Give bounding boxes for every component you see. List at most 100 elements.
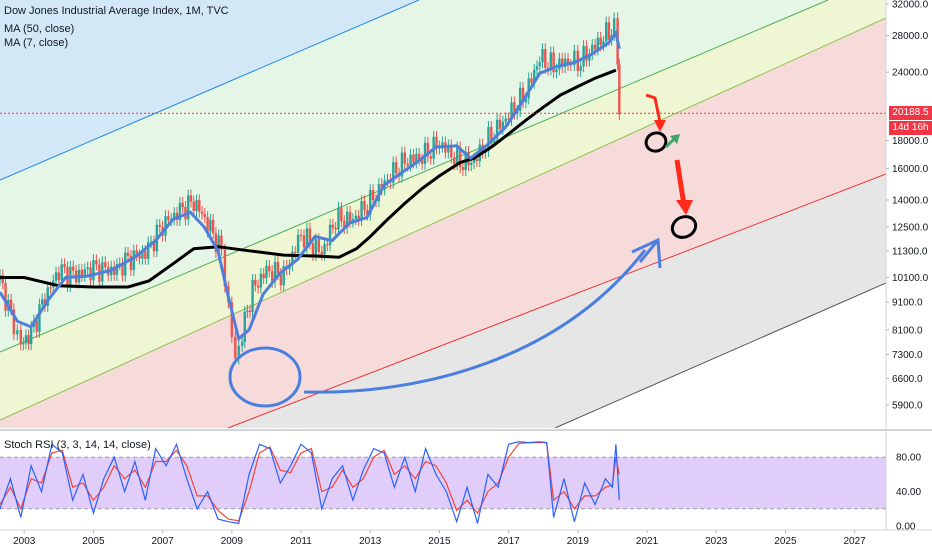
price-axis-label: 24000.0 [892, 68, 929, 79]
annotations [228, 93, 698, 408]
candle [552, 46, 555, 79]
candle [234, 331, 237, 365]
candle [203, 208, 207, 224]
candle [187, 189, 190, 226]
price-axis-label: 16000.0 [892, 164, 929, 175]
candle [328, 218, 332, 252]
ma7-line [0, 29, 621, 342]
candle [178, 196, 182, 227]
time-axis-label: 2023 [705, 536, 728, 547]
candle [195, 194, 198, 217]
candle [95, 254, 98, 271]
candle [27, 329, 30, 351]
candle [561, 52, 564, 74]
time-axis[interactable]: 2003 2005 2007 2009 2011 2013 2015 2017 2019 2021… [13, 530, 866, 547]
candle [461, 161, 465, 177]
candle [214, 227, 218, 258]
candle [331, 218, 335, 234]
price-axis-label: 18000.0 [892, 136, 929, 147]
annotation-red-arrowhead-large [676, 200, 693, 215]
time-axis-label: 2019 [567, 536, 590, 547]
candle [337, 201, 340, 236]
candle [132, 244, 135, 277]
candle [115, 258, 119, 281]
candle [357, 209, 360, 226]
candle [129, 249, 133, 277]
candle [57, 266, 61, 287]
candle [588, 48, 591, 67]
candle [343, 215, 346, 234]
annotation-blue-arc [303, 249, 647, 394]
candle [158, 219, 161, 233]
symbol-title: Dow Jones Industrial Average Index, 1M, … [4, 5, 229, 17]
price-axis-label: 5900.0 [892, 400, 923, 411]
candle [54, 266, 58, 287]
candle [363, 195, 366, 217]
candle [441, 136, 444, 153]
candle [296, 229, 300, 259]
price-axis-label: 9100.0 [892, 298, 923, 309]
candle [582, 40, 585, 73]
time-axis-label: 2017 [497, 536, 520, 547]
candle [19, 324, 22, 351]
time-axis-label: 2025 [774, 536, 797, 547]
time-axis-label: 2003 [13, 536, 36, 547]
rsi-axis[interactable]: 80.00 40.00 0.00 [896, 453, 921, 533]
candle [573, 44, 576, 71]
candle [415, 147, 418, 169]
current-price-badge: 20188.5 [889, 106, 932, 121]
candle [291, 245, 294, 272]
pitchfork-zones [0, 0, 886, 428]
stoch-rsi-title: Stoch RSI (3, 3, 14, 14, close) [4, 439, 151, 451]
stoch-rsi-k-line [0, 441, 620, 525]
candle [241, 336, 244, 352]
candle [403, 146, 407, 170]
candle [579, 60, 582, 78]
candle [12, 303, 16, 341]
annotation-circle-lower [670, 215, 698, 239]
annotation-red-arrow-down-small [645, 93, 662, 123]
candle [83, 263, 86, 282]
candle [92, 254, 95, 287]
candle [262, 268, 265, 285]
time-axis-label: 2005 [82, 536, 105, 547]
candle [299, 229, 303, 242]
candle [189, 189, 193, 208]
candle [392, 156, 395, 189]
candle [152, 235, 156, 258]
annotation-red-arrow-down-large [674, 159, 687, 206]
candle [254, 274, 257, 292]
time-axis-label: 2013 [359, 536, 382, 547]
price-axis-label: 8100.0 [892, 325, 923, 336]
price-axis-label: 11300.0 [892, 246, 928, 257]
candle [38, 298, 41, 338]
price-axis[interactable]: 32000.0 28000.0 24000.0 18000.0 16000.0 14000… [886, 0, 929, 411]
candle [334, 221, 337, 236]
candle [569, 58, 573, 71]
rsi-axis-label: 0.00 [896, 522, 916, 533]
moving-averages [0, 29, 621, 342]
candle [527, 72, 530, 105]
annotation-circle-upper [644, 131, 668, 153]
candle [265, 259, 268, 285]
candle [121, 257, 124, 282]
candle [604, 16, 608, 48]
candle [273, 256, 277, 288]
candle [369, 184, 372, 221]
candle [340, 201, 343, 227]
candle [518, 81, 522, 117]
price-axis-label: 7300.0 [892, 350, 923, 361]
price-axis-label: 14000.0 [892, 196, 929, 207]
candle [181, 196, 184, 213]
candle [246, 304, 249, 318]
candle [282, 260, 285, 292]
candle [320, 245, 323, 261]
time-axis-label: 2015 [428, 536, 451, 547]
candle [566, 52, 570, 71]
candle [510, 96, 513, 126]
candle [487, 121, 490, 157]
candle [259, 268, 263, 294]
candle [268, 259, 271, 278]
